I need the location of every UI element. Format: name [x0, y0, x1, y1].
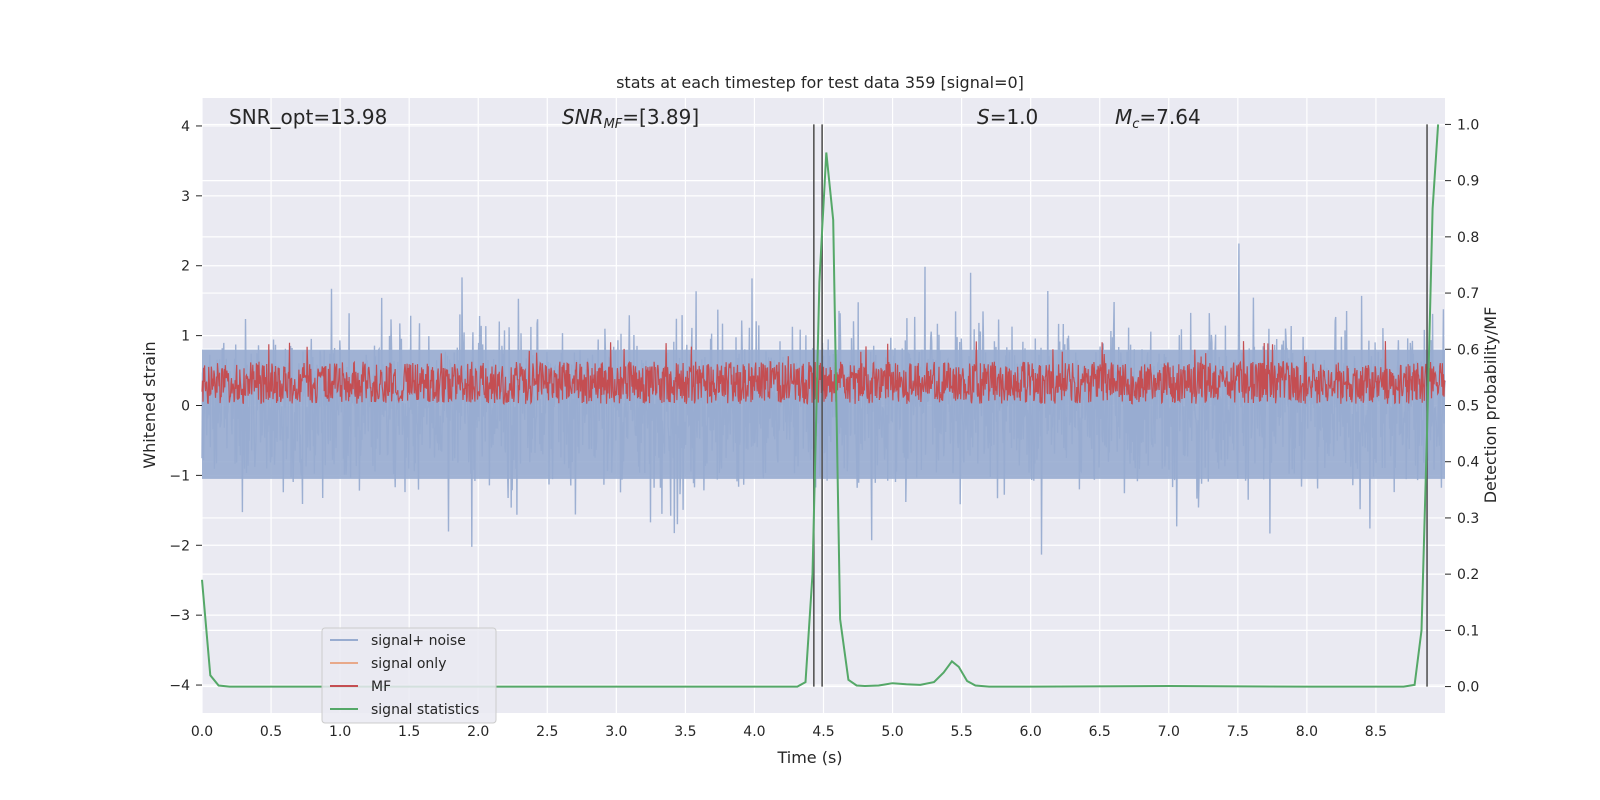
y2-tick-label: 0.1: [1457, 623, 1479, 639]
x-tick-label: 7.5: [1227, 724, 1249, 740]
x-tick-label: 5.5: [950, 724, 972, 740]
mf-line: [201, 341, 1446, 406]
legend-label-signal-only: signal only: [371, 656, 446, 672]
x-tick-label: 6.5: [1089, 724, 1111, 740]
legend-label-noise: signal+ noise: [371, 633, 466, 649]
y2-axis-ticks: 0.0 0.1 0.2 0.3 0.4 0.5 0.6 0.7 0.8 0.9 1.0: [1445, 117, 1479, 696]
x-axis-label: Time (s): [776, 748, 842, 767]
x-tick-label: 0.5: [260, 724, 282, 740]
y-tick-label: −2: [169, 538, 190, 554]
y-tick-label: −1: [169, 468, 190, 484]
y-axis-ticks: −4 −3 −2 −1 0 1 2 3 4: [169, 119, 202, 694]
legend: signal+ noise signal only MF signal stat…: [321, 627, 497, 724]
legend-label-mf: MF: [371, 679, 391, 695]
y-tick-label: 0: [181, 399, 190, 415]
y2-tick-label: 1.0: [1457, 117, 1479, 133]
y-tick-label: 3: [181, 189, 190, 205]
y-tick-label: −4: [169, 678, 190, 694]
x-tick-label: 8.5: [1365, 724, 1387, 740]
mf-series: [201, 341, 1446, 406]
x-tick-label: 4.5: [812, 724, 834, 740]
x-tick-label: 1.0: [329, 724, 351, 740]
x-tick-label: 4.0: [743, 724, 765, 740]
x-tick-label: 8.0: [1296, 724, 1318, 740]
x-tick-label: 2.5: [536, 724, 558, 740]
y2-tick-label: 0.7: [1457, 286, 1479, 302]
chart-title: stats at each timestep for test data 359…: [616, 73, 1024, 92]
signal-statistics-series: [201, 124, 1440, 688]
annotation-s-value: S=1.0: [977, 105, 1038, 129]
x-tick-label: 3.0: [605, 724, 627, 740]
y2-tick-label: 0.2: [1457, 567, 1479, 583]
legend-box: [321, 627, 497, 724]
annotation-snr-mf: SNRMF=[3.89]: [562, 105, 699, 132]
x-tick-label: 6.0: [1020, 724, 1042, 740]
y2-tick-label: 0.6: [1457, 342, 1479, 358]
signal-statistics-line: [201, 124, 1440, 688]
y2-tick-label: 0.0: [1457, 680, 1479, 696]
x-tick-label: 1.5: [398, 724, 420, 740]
y2-tick-label: 0.8: [1457, 230, 1479, 246]
x-tick-label: 5.0: [881, 724, 903, 740]
y-tick-label: −3: [169, 608, 190, 624]
y2-axis-label: Detection probability/MF: [1481, 307, 1500, 504]
y-tick-label: 4: [181, 119, 190, 135]
x-tick-label: 3.5: [674, 724, 696, 740]
x-tick-label: 7.0: [1158, 724, 1180, 740]
y2-tick-label: 0.4: [1457, 455, 1479, 471]
y-axis-label: Whitened strain: [140, 341, 159, 468]
annotation-snr-opt: SNR_opt=13.98: [229, 105, 387, 129]
x-tick-label: 0.0: [191, 724, 213, 740]
y2-tick-label: 0.5: [1457, 399, 1479, 415]
y-tick-label: 1: [181, 329, 190, 345]
x-axis-ticks: 0.0 0.5 1.0 1.5 2.0 2.5 3.0 3.5 4.0 4.5 5.0 5.5 6.0 6…: [191, 724, 1387, 740]
x-tick-label: 2.0: [467, 724, 489, 740]
y2-tick-label: 0.3: [1457, 511, 1479, 527]
legend-label-signal-statistics: signal statistics: [371, 702, 479, 718]
y-tick-label: 2: [181, 259, 190, 275]
annotation-mc-value: Mc=7.64: [1115, 105, 1201, 132]
y2-tick-label: 0.9: [1457, 174, 1479, 190]
